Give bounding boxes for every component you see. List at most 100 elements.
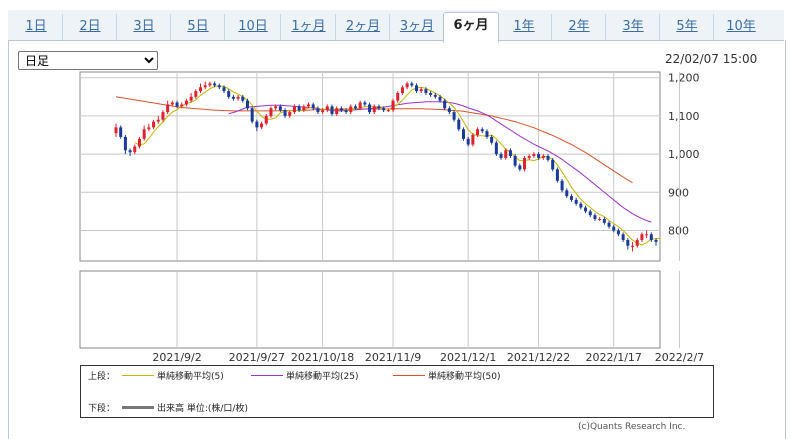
x-tick-label: 2021/12/1 xyxy=(440,351,496,364)
candle-body xyxy=(245,100,249,109)
candle-body xyxy=(476,129,480,135)
candle-body xyxy=(429,93,433,95)
y-tick-label: 1,000 xyxy=(668,148,700,161)
tab-10[interactable]: 2年 xyxy=(551,14,606,40)
candle-body xyxy=(616,230,620,235)
candle-body xyxy=(344,110,348,113)
y-tick-label: 1,200 xyxy=(668,72,700,85)
candle-body xyxy=(217,85,221,88)
candle-body xyxy=(194,91,198,97)
candle-body xyxy=(330,106,334,114)
candle-body xyxy=(565,190,569,197)
tab-2[interactable]: 3日 xyxy=(116,14,171,40)
candle-body xyxy=(466,138,470,145)
tab-5[interactable]: 1ヶ月 xyxy=(280,14,336,40)
candle-body xyxy=(316,108,320,113)
legend-sma25-label: 単純移動平均(25) xyxy=(286,372,359,382)
candle-body xyxy=(480,129,484,132)
candle-body xyxy=(180,104,184,107)
candle-body xyxy=(339,108,343,111)
candle-body xyxy=(335,108,339,114)
candle-body xyxy=(353,106,357,109)
legend-sma50-label: 単純移動平均(50) xyxy=(428,372,501,382)
candle-body xyxy=(175,102,179,107)
candle-body xyxy=(307,104,311,107)
candle-body xyxy=(555,169,559,181)
candle-body xyxy=(189,96,193,101)
tab-12[interactable]: 5年 xyxy=(659,14,714,40)
candle-body xyxy=(527,156,531,158)
candle-body xyxy=(358,102,362,109)
sma5-line xyxy=(134,85,661,246)
tab-6[interactable]: 2ヶ月 xyxy=(335,14,390,40)
candle-body xyxy=(654,240,658,242)
x-tick-label: 2022/1/17 xyxy=(586,351,642,364)
tab-7[interactable]: 3ヶ月 xyxy=(389,14,444,40)
price-plot-area xyxy=(79,71,661,262)
candle-body xyxy=(297,106,301,111)
candle-body xyxy=(260,123,264,128)
tab-label: 2日 xyxy=(79,19,101,34)
candle-body xyxy=(396,93,400,101)
tab-label: 10日 xyxy=(238,19,268,34)
candle-body xyxy=(419,89,423,92)
candle-body xyxy=(415,85,419,92)
candle-body xyxy=(424,89,428,93)
candle-body xyxy=(213,83,217,86)
tab-0[interactable]: 1日 xyxy=(10,14,62,40)
legend-sma50-line xyxy=(393,375,425,376)
legend-sma25-line xyxy=(251,375,283,376)
tab-label: 1年 xyxy=(513,19,535,34)
candle-body xyxy=(523,157,527,170)
tab-label: 5日 xyxy=(187,19,209,34)
x-tick-label: 2021/9/27 xyxy=(229,351,285,364)
interval-select[interactable]: 日足 xyxy=(18,51,158,70)
candle-body xyxy=(372,106,376,113)
chart-panel xyxy=(8,40,786,439)
candle-body xyxy=(199,87,203,92)
candle-body xyxy=(452,112,456,120)
tab-4[interactable]: 10日 xyxy=(224,14,281,40)
candle-body xyxy=(119,127,123,137)
legend-volume-label: 出来高 単位:(株/口/枚) xyxy=(157,404,248,414)
candle-body xyxy=(156,119,160,122)
candle-body xyxy=(137,138,141,147)
candle-body xyxy=(227,91,231,97)
candle-body xyxy=(170,102,174,105)
candle-body xyxy=(457,119,461,130)
tab-9[interactable]: 1年 xyxy=(497,14,551,40)
tab-1[interactable]: 2日 xyxy=(62,14,117,40)
tab-label: 2年 xyxy=(568,19,590,34)
candle-body xyxy=(537,154,541,158)
candle-body xyxy=(363,102,367,105)
candle-body xyxy=(377,106,381,109)
candle-body xyxy=(166,104,170,113)
tab-label: 3ヶ月 xyxy=(399,19,435,34)
candle-body xyxy=(513,156,517,166)
candle-body xyxy=(405,83,409,88)
legend-lower-label: 下段： xyxy=(88,404,116,414)
candle-body xyxy=(443,100,447,109)
tab-label: 3日 xyxy=(133,19,155,34)
candle-body xyxy=(579,203,583,208)
candle-body xyxy=(532,154,536,156)
tab-13[interactable]: 10年 xyxy=(713,14,768,40)
candle-body xyxy=(593,215,597,219)
candle-body xyxy=(640,234,644,240)
candle-body xyxy=(321,110,325,113)
candle-body xyxy=(438,96,442,101)
x-tick-label: 2021/10/18 xyxy=(291,351,354,364)
tab-8[interactable]: 6ヶ月 xyxy=(443,12,499,43)
candle-body xyxy=(147,127,151,130)
candle-body xyxy=(518,165,522,170)
candle-body xyxy=(598,219,602,220)
candle-body xyxy=(626,240,630,246)
candle-body xyxy=(541,156,545,158)
candle-body xyxy=(302,106,306,111)
tab-3[interactable]: 5日 xyxy=(170,14,225,40)
tab-11[interactable]: 3年 xyxy=(605,14,660,40)
x-tick-label: 2021/12/22 xyxy=(507,351,570,364)
candle-body xyxy=(400,87,404,93)
candle-body xyxy=(231,96,235,99)
